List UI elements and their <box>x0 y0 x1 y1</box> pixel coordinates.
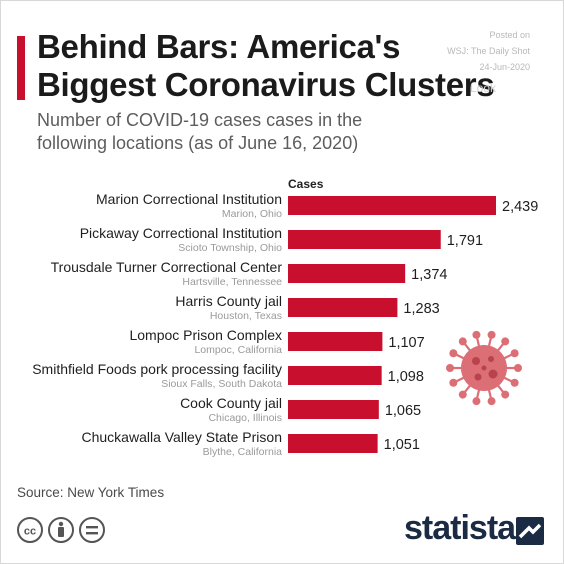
bar <box>288 366 382 385</box>
category-location: Sioux Falls, South Dakota <box>161 378 282 390</box>
bar <box>288 434 378 453</box>
title-line-2: Biggest Coronavirus Clusters <box>37 66 495 103</box>
category-label: Trousdale Turner Correctional Center <box>51 259 283 275</box>
data-label: 2,439 <box>502 199 538 215</box>
bar <box>288 196 496 215</box>
category-location: Scioto Township, Ohio <box>178 242 282 254</box>
category-location: Hartsville, Tennessee <box>182 276 282 288</box>
category-location: Houston, Texas <box>210 310 282 322</box>
category-label: Harris County jail <box>175 293 282 309</box>
posted-line-1: Posted on <box>489 30 530 40</box>
data-label: 1,051 <box>384 437 420 453</box>
data-label: 1,791 <box>447 233 483 249</box>
watermark-text: Look <box>470 81 497 95</box>
bar <box>288 298 398 317</box>
attribution-icon <box>48 517 74 543</box>
posted-line-3: 24-Jun-2020 <box>479 62 530 72</box>
category-label: Marion Correctional Institution <box>96 191 282 207</box>
posted-on-note: Posted on WSJ: The Daily Shot 24-Jun-202… <box>447 27 530 75</box>
data-label: 1,107 <box>388 335 424 351</box>
statista-logo-icon <box>516 517 544 545</box>
bar <box>288 264 406 283</box>
svg-text:cc: cc <box>24 526 36 538</box>
subtitle-line-1: Number of COVID-19 cases cases in the <box>37 110 363 130</box>
title-accent-bar <box>17 36 25 100</box>
data-label: 1,098 <box>388 369 424 385</box>
bar <box>288 230 441 249</box>
statista-logo: statista <box>404 509 516 547</box>
category-label: Chuckawalla Valley State Prison <box>81 429 282 445</box>
bar <box>288 400 379 419</box>
cc-icon: cc <box>17 517 43 543</box>
category-location: Blythe, California <box>203 446 283 458</box>
data-label: 1,374 <box>411 267 447 283</box>
data-label: 1,283 <box>403 301 439 317</box>
posted-line-2: WSJ: The Daily Shot <box>447 46 530 56</box>
title-line-1: Behind Bars: America's <box>37 28 401 65</box>
no-derivatives-icon <box>79 517 105 543</box>
category-label: Smithfield Foods pork processing facilit… <box>32 361 282 377</box>
subtitle: Number of COVID-19 cases cases in the fo… <box>37 109 437 155</box>
bar <box>288 332 383 351</box>
creative-commons-icons: cc <box>17 517 105 543</box>
virus-icon <box>446 330 522 406</box>
source-note: Source: New York Times <box>17 485 165 500</box>
category-label: Lompoc Prison Complex <box>129 327 282 343</box>
category-label: Cook County jail <box>180 395 282 411</box>
category-label: Pickaway Correctional Institution <box>80 225 282 241</box>
category-location: Lompoc, California <box>194 344 282 356</box>
data-label: 1,065 <box>385 403 421 419</box>
category-location: Marion, Ohio <box>222 208 282 220</box>
value-column-header: Cases <box>288 177 324 191</box>
page-title: Behind Bars: America's Biggest Coronavir… <box>37 28 507 104</box>
subtitle-line-2: following locations (as of June 16, 2020… <box>37 133 359 153</box>
category-location: Chicago, Illinois <box>208 412 282 424</box>
